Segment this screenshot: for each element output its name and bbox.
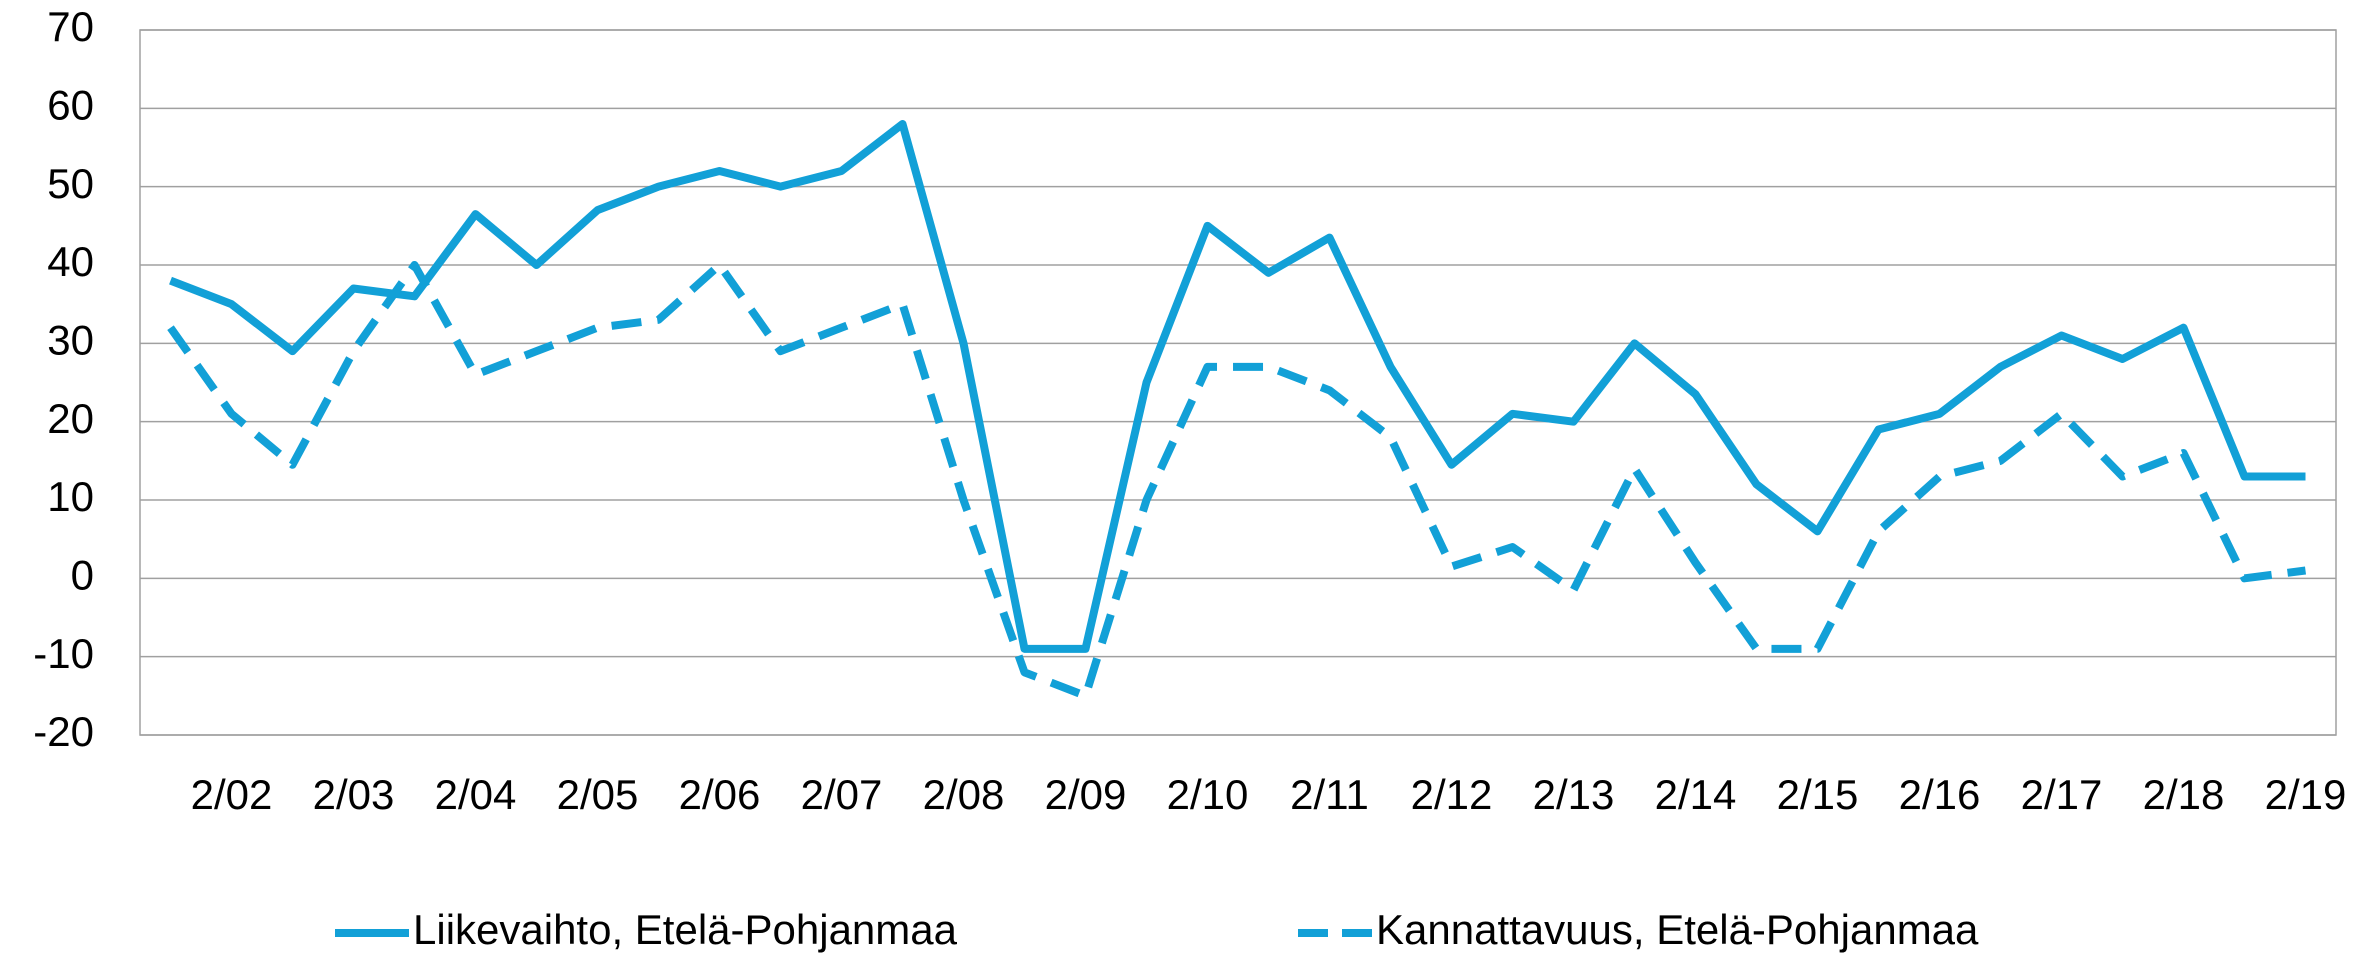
x-tick-label: 2/15: [1777, 771, 1859, 818]
y-tick-label: 40: [47, 238, 94, 285]
x-tick-label: 2/14: [1655, 771, 1737, 818]
y-tick-label: 50: [47, 160, 94, 207]
x-tick-label: 2/09: [1045, 771, 1127, 818]
x-tick-label: 2/18: [2143, 771, 2225, 818]
x-tick-label: 2/13: [1533, 771, 1615, 818]
y-tick-label: 60: [47, 81, 94, 128]
x-tick-label: 2/19: [2265, 771, 2347, 818]
data-line: [169, 120, 2306, 653]
x-tick-label: 2/04: [435, 771, 517, 818]
x-tick-label: 2/12: [1411, 771, 1493, 818]
y-tick-label: 30: [47, 316, 94, 363]
x-tick-label: 2/06: [679, 771, 761, 818]
y-tick-label: 20: [47, 395, 94, 442]
x-tick-label: 2/08: [923, 771, 1005, 818]
legend-label: Kannattavuus, Etelä-Pohjanmaa: [1376, 906, 1979, 953]
x-tick-label: 2/07: [801, 771, 883, 818]
x-tick-label: 2/03: [313, 771, 395, 818]
x-tick-label: 2/10: [1167, 771, 1249, 818]
data-line: [167, 261, 2307, 700]
plot-border: [139, 29, 2337, 736]
x-tick-label: 2/17: [2021, 771, 2103, 818]
y-tick-label: -10: [33, 630, 94, 677]
y-tick-label: 70: [47, 3, 94, 50]
y-tick-label: 10: [47, 473, 94, 520]
legend-label: Liikevaihto, Etelä-Pohjanmaa: [413, 906, 958, 953]
x-tick-label: 2/02: [191, 771, 273, 818]
y-tick-label: -20: [33, 708, 94, 755]
x-tick-label: 2/16: [1899, 771, 1981, 818]
x-tick-label: 2/05: [557, 771, 639, 818]
y-tick-label: 0: [71, 551, 94, 598]
x-tick-label: 2/11: [1290, 771, 1369, 818]
